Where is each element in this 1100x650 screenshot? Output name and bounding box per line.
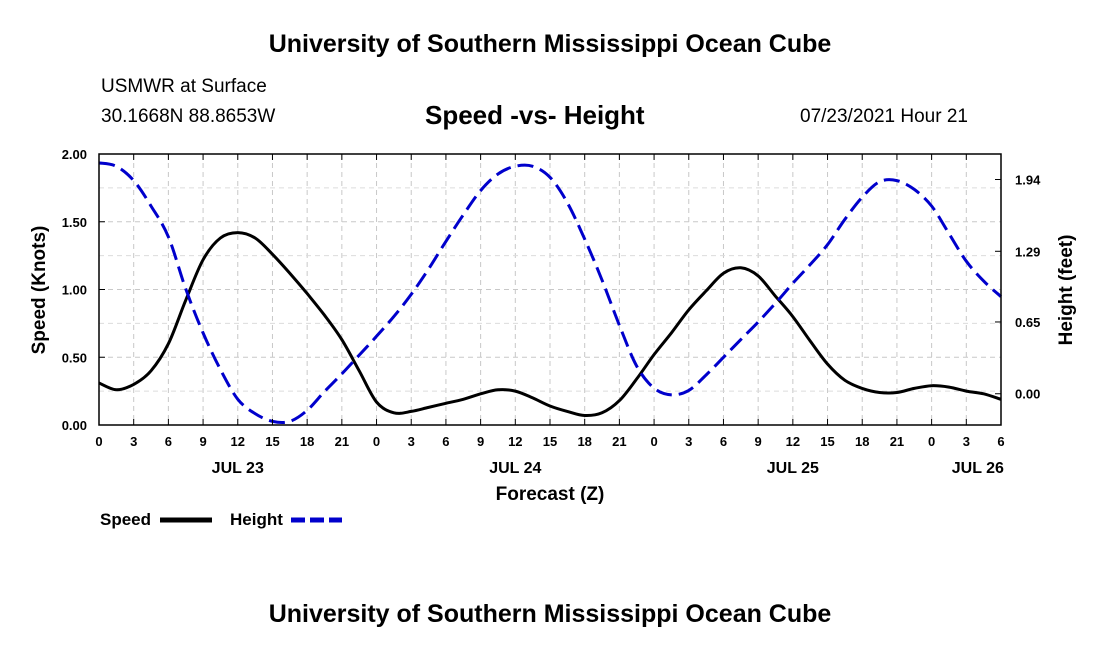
x-tick-label: 6 [720, 434, 727, 449]
y2-axis-label: Height (feet) [1056, 235, 1077, 346]
x-tick-label: 15 [543, 434, 557, 449]
x-tick-label: 21 [612, 434, 626, 449]
x-tick-label: 18 [855, 434, 869, 449]
x-tick-label: 15 [265, 434, 279, 449]
x-tick-label: 15 [820, 434, 834, 449]
date-label: JUL 24 [489, 460, 541, 477]
series-line-height [98, 161, 1003, 425]
grid-lines [99, 154, 1001, 425]
y2-tick-label: 0.00 [1015, 387, 1040, 402]
x-tick-label: 3 [130, 434, 137, 449]
x-tick-label: 21 [890, 434, 904, 449]
x-tick-label: 6 [165, 434, 172, 449]
y2-tick-label: 1.94 [1015, 173, 1041, 188]
bottom-title: University of Southern Mississippi Ocean… [268, 600, 832, 628]
legend: Speed Height [100, 510, 342, 529]
y2-tick-label: 0.65 [1015, 315, 1040, 330]
y2-tick-label: 1.29 [1015, 244, 1040, 259]
x-tick-label: 9 [199, 434, 206, 449]
x-tick-label: 0 [650, 434, 657, 449]
x-axis-label: Forecast (Z) [496, 484, 605, 505]
x-tick-label: 6 [442, 434, 449, 449]
x-tick-label: 21 [335, 434, 349, 449]
x-tick-label: 12 [786, 434, 800, 449]
y-tick-label: 1.00 [62, 283, 87, 298]
chart-datetime: 07/23/2021 Hour 21 [800, 106, 968, 127]
axes: 0 3 6 9 12 15 18 21 0 3 6 9 12 15 18 21 0 3 6 9 12 15 18 21 0 3 6 J… [62, 147, 1041, 477]
series-lines [98, 161, 1003, 425]
station-coordinates: 30.1668N 88.8653W [101, 106, 276, 127]
station-name: USMWR at Surface [101, 76, 267, 97]
y-tick-label: 0.00 [62, 418, 87, 433]
date-label: JUL 23 [212, 460, 264, 477]
date-label: JUL 25 [767, 460, 819, 477]
x-tick-label: 3 [963, 434, 970, 449]
series-line-speed [98, 231, 1002, 418]
x-tick-label: 9 [755, 434, 762, 449]
x-tick-label: 18 [577, 434, 591, 449]
x-tick-label: 3 [408, 434, 415, 449]
x-tick-label: 3 [685, 434, 692, 449]
legend-height-label: Height [230, 510, 283, 529]
chart-title: Speed -vs- Height [425, 100, 645, 130]
x-tick-label: 0 [373, 434, 380, 449]
legend-speed-label: Speed [100, 510, 151, 529]
x-tick-label: 12 [508, 434, 522, 449]
y-axis-label: Speed (Knots) [29, 226, 50, 355]
y-tick-label: 2.00 [62, 147, 87, 162]
top-title: University of Southern Mississippi Ocean… [268, 30, 832, 58]
y-tick-label: 0.50 [62, 350, 87, 365]
x-tick-label: 0 [95, 434, 102, 449]
y-tick-label: 1.50 [62, 215, 87, 230]
x-tick-label: 18 [300, 434, 314, 449]
x-tick-label: 6 [997, 434, 1004, 449]
date-label: JUL 26 [952, 460, 1004, 477]
x-tick-label: 12 [231, 434, 245, 449]
x-tick-label: 9 [477, 434, 484, 449]
x-tick-label: 0 [928, 434, 935, 449]
